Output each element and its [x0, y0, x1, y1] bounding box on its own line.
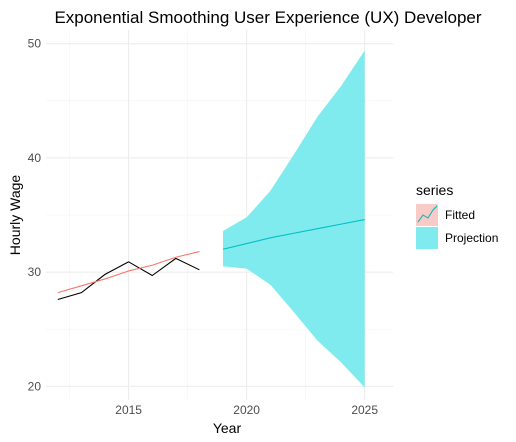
chart-title: Exponential Smoothing User Experience (U…	[54, 8, 481, 27]
legend-item-projection: Projection	[416, 205, 498, 249]
projection-interval-band	[223, 50, 365, 388]
legend-key-line	[417, 205, 438, 223]
legend-key-swatch	[416, 227, 438, 249]
legend-label: Fitted	[445, 208, 475, 222]
legend-item-fitted: Fitted	[416, 204, 475, 226]
y-tick-label: 50	[28, 37, 42, 51]
legend-label: Projection	[445, 231, 498, 245]
x-axis-title: Year	[213, 420, 242, 436]
y-axis-title: Hourly Wage	[7, 175, 23, 256]
legend-key-swatch	[416, 204, 438, 226]
prediction-band-layer	[223, 50, 365, 388]
observed-series-line	[57, 257, 200, 301]
x-tick-label: 2020	[233, 403, 260, 417]
x-tick-label: 2015	[115, 403, 142, 417]
fitted-series-line	[57, 251, 200, 294]
y-tick-label: 40	[28, 151, 42, 165]
line-layer	[57, 219, 365, 301]
legend: series Fitted Projection	[416, 182, 498, 249]
y-tick-label: 20	[28, 379, 42, 393]
y-tick-label: 30	[28, 265, 42, 279]
projection-series-line	[222, 219, 365, 250]
x-tick-label: 2025	[351, 403, 378, 417]
legend-title: series	[416, 182, 453, 198]
y-axis-ticks: 20 30 40 50	[28, 37, 42, 394]
x-axis-ticks: 2015 2020 2025	[115, 403, 378, 417]
